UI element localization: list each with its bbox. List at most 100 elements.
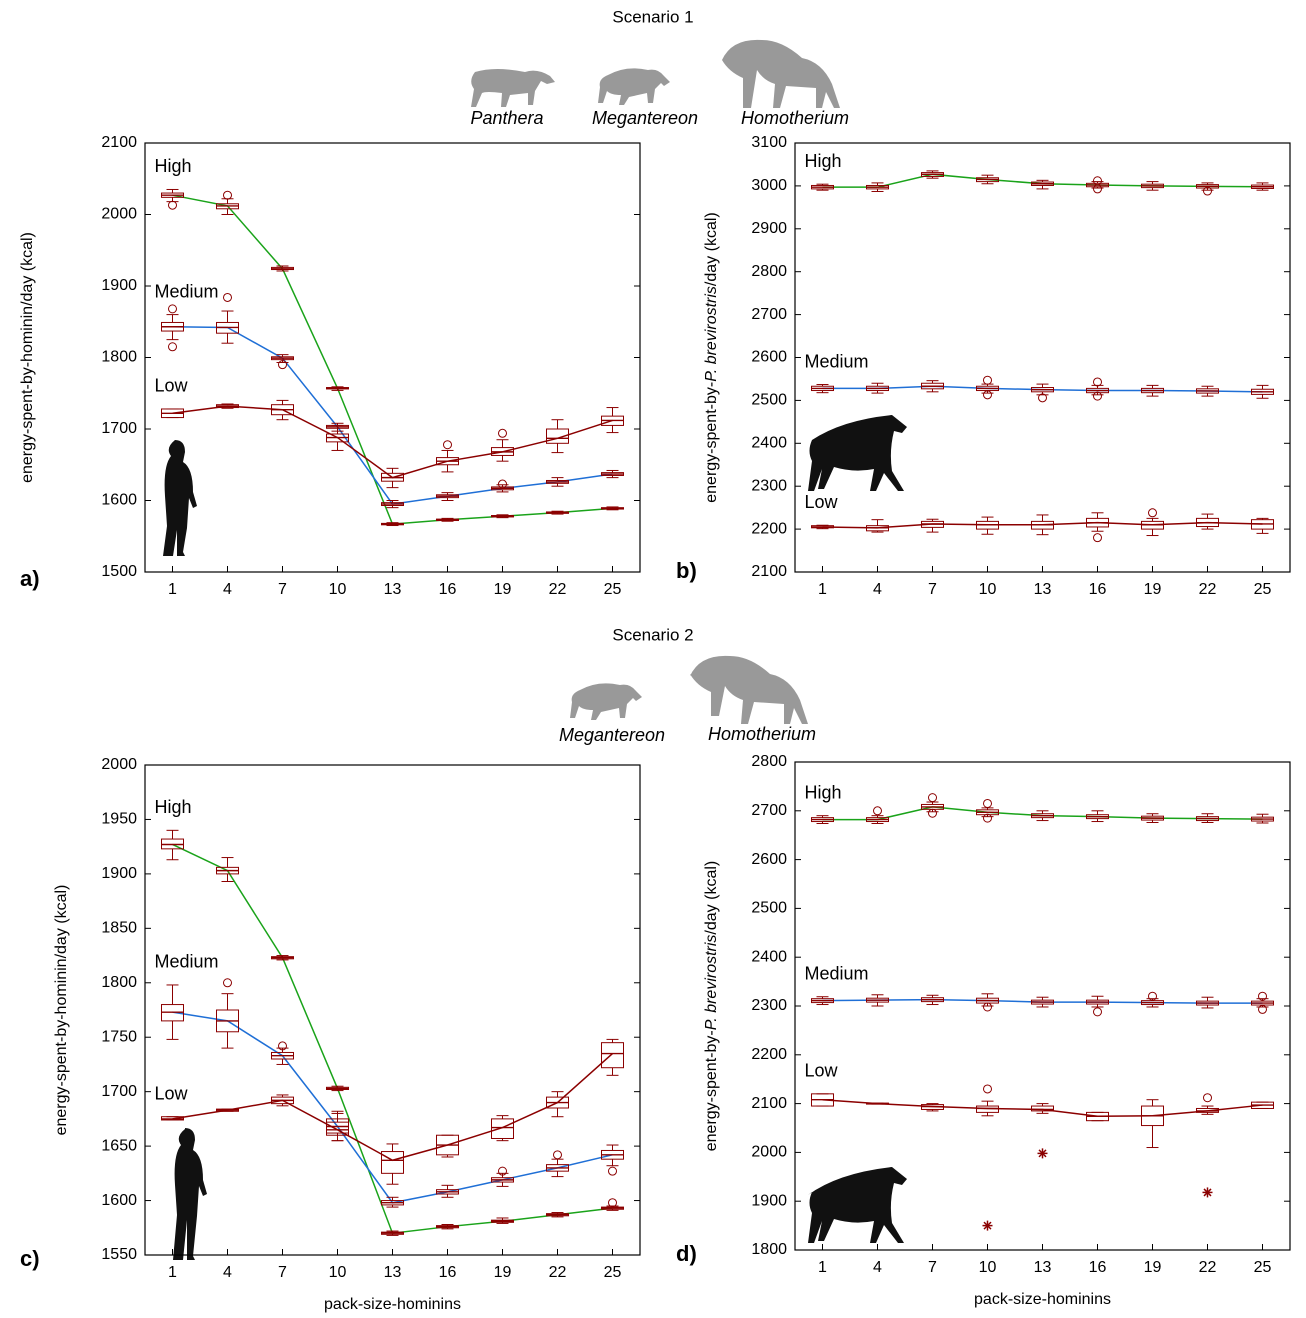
y-tick-label: 2500 bbox=[751, 392, 787, 409]
x-tick-label: 16 bbox=[439, 581, 457, 598]
y-tick-label: 2000 bbox=[101, 206, 137, 223]
x-tick-label: 22 bbox=[549, 581, 567, 598]
outlier bbox=[1094, 534, 1102, 542]
hominin-icon bbox=[173, 1128, 207, 1260]
x-tick-label: 13 bbox=[1034, 581, 1052, 598]
y-axis-label-part: /day (kcal) bbox=[703, 212, 720, 286]
y-tick-label: 1800 bbox=[101, 974, 137, 991]
x-tick-label: 13 bbox=[384, 1264, 402, 1281]
box bbox=[492, 1119, 514, 1139]
y-tick-label: 3000 bbox=[751, 177, 787, 194]
y-axis-label-part: energy-spent-by- bbox=[703, 1030, 720, 1151]
y-tick-label: 2100 bbox=[751, 1095, 787, 1112]
x-tick-label: 4 bbox=[873, 581, 882, 598]
y-tick-label: 1800 bbox=[751, 1241, 787, 1258]
x-tick-label: 10 bbox=[329, 581, 347, 598]
x-tick-label: 1 bbox=[818, 581, 827, 598]
cat-silhouettes bbox=[471, 40, 840, 108]
outlier bbox=[1094, 185, 1102, 193]
y-tick-label: 2300 bbox=[751, 997, 787, 1014]
panel-label: b) bbox=[676, 558, 697, 583]
x-tick-label: 19 bbox=[494, 581, 512, 598]
y-tick-label: 1850 bbox=[101, 920, 137, 937]
x-tick-label: 19 bbox=[1144, 1259, 1162, 1276]
outlier bbox=[224, 191, 232, 199]
series-label: Low bbox=[155, 1083, 189, 1103]
animal-name: Megantereon bbox=[592, 108, 698, 128]
x-tick-label: 19 bbox=[1144, 581, 1162, 598]
y-tick-label: 1550 bbox=[101, 1246, 137, 1263]
x-tick-label: 1 bbox=[818, 1259, 827, 1276]
scenario-title: Scenario 1 bbox=[612, 7, 693, 26]
scenario-title: Scenario 2 bbox=[612, 625, 693, 644]
x-axis-label: pack-size-hominins bbox=[324, 1296, 461, 1313]
x-tick-label: 25 bbox=[1254, 581, 1272, 598]
x-tick-label: 1 bbox=[168, 581, 177, 598]
x-tick-label: 22 bbox=[549, 1264, 567, 1281]
outlier bbox=[929, 794, 937, 802]
series-label: Medium bbox=[155, 952, 219, 972]
outlier bbox=[224, 293, 232, 301]
x-tick-label: 4 bbox=[873, 1259, 882, 1276]
y-tick-label: 1700 bbox=[101, 1083, 137, 1100]
series-line bbox=[173, 195, 613, 524]
outlier bbox=[499, 429, 507, 437]
box bbox=[602, 1043, 624, 1068]
homotherium-icon bbox=[690, 656, 808, 724]
animal-name: Panthera bbox=[470, 108, 543, 128]
x-tick-label: 10 bbox=[979, 1259, 997, 1276]
panel-label: c) bbox=[20, 1246, 40, 1271]
y-tick-label: 2200 bbox=[751, 1046, 787, 1063]
y-tick-label: 1900 bbox=[101, 277, 137, 294]
cat-silhouettes bbox=[570, 656, 808, 724]
y-tick-label: 2300 bbox=[751, 477, 787, 494]
outlier bbox=[1038, 1148, 1048, 1158]
x-tick-label: 7 bbox=[928, 581, 937, 598]
outlier bbox=[984, 376, 992, 384]
x-tick-label: 19 bbox=[494, 1264, 512, 1281]
outlier bbox=[983, 1221, 993, 1231]
animal-name: Homotherium bbox=[708, 724, 816, 744]
y-tick-label: 2700 bbox=[751, 306, 787, 323]
y-axis-label: energy-spent-by-hominin/day (kcal) bbox=[19, 232, 36, 483]
x-tick-label: 25 bbox=[1254, 1259, 1272, 1276]
y-tick-label: 2500 bbox=[751, 900, 787, 917]
y-axis-label-part: energy-spent-by- bbox=[703, 382, 720, 503]
outlier bbox=[1149, 509, 1157, 517]
hyena-icons bbox=[808, 415, 907, 1243]
outlier bbox=[1094, 1008, 1102, 1016]
outlier bbox=[554, 1151, 562, 1159]
x-tick-label: 7 bbox=[278, 1264, 287, 1281]
x-tick-label: 10 bbox=[329, 1264, 347, 1281]
series-label: Low bbox=[805, 492, 839, 512]
outlier bbox=[224, 979, 232, 987]
x-tick-label: 7 bbox=[278, 581, 287, 598]
y-axis-label-part: /day (kcal) bbox=[703, 861, 720, 935]
y-tick-label: 1950 bbox=[101, 811, 137, 828]
outlier bbox=[874, 807, 882, 815]
outlier bbox=[609, 1167, 617, 1175]
x-tick-label: 22 bbox=[1199, 581, 1217, 598]
y-tick-label: 2400 bbox=[751, 435, 787, 452]
panel-label: d) bbox=[676, 1241, 697, 1266]
x-tick-label: 25 bbox=[604, 581, 622, 598]
y-tick-label: 1500 bbox=[101, 563, 137, 580]
series-label: High bbox=[155, 156, 192, 176]
x-tick-label: 16 bbox=[1089, 581, 1107, 598]
series-label: High bbox=[805, 782, 842, 802]
y-tick-label: 2000 bbox=[101, 756, 137, 773]
y-tick-label: 2800 bbox=[751, 263, 787, 280]
y-tick-label: 1600 bbox=[101, 1192, 137, 1209]
outlier bbox=[984, 799, 992, 807]
x-tick-label: 25 bbox=[604, 1264, 622, 1281]
x-tick-label: 13 bbox=[1034, 1259, 1052, 1276]
series-label: Low bbox=[805, 1061, 839, 1081]
x-axis-label: pack-size-hominins bbox=[974, 1291, 1111, 1308]
box bbox=[382, 1152, 404, 1174]
y-tick-label: 2800 bbox=[751, 753, 787, 770]
y-tick-label: 1700 bbox=[101, 420, 137, 437]
x-tick-label: 4 bbox=[223, 1264, 232, 1281]
hominin-icon bbox=[163, 440, 197, 556]
outlier bbox=[1094, 378, 1102, 386]
y-axis-label: energy-spent-by-P. brevirostris/day (kca… bbox=[703, 861, 720, 1151]
